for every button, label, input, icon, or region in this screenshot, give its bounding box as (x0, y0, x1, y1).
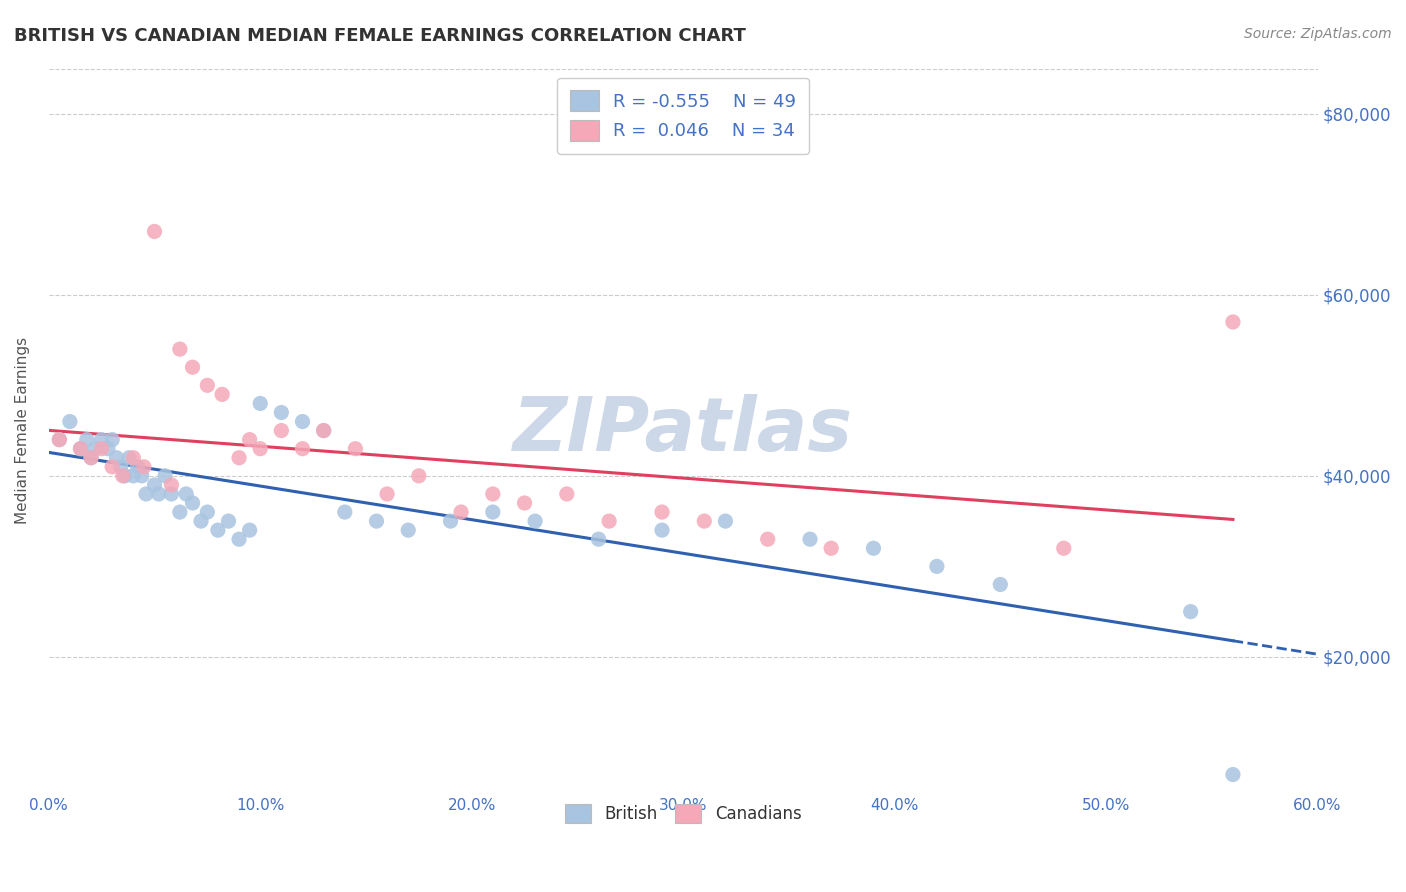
Point (1180, 605, 1202, 619)
Point (291, 415, 314, 429)
Point (118, 450, 141, 465)
Point (190, 514, 212, 528)
Point (693, 514, 716, 528)
Point (143, 224, 166, 238)
Point (249, 396, 271, 410)
Point (228, 532, 250, 546)
Point (211, 387, 233, 401)
Point (101, 433, 124, 447)
Point (135, 487, 157, 501)
Point (344, 442, 367, 456)
Point (122, 450, 145, 465)
Point (291, 442, 314, 456)
Point (80, 450, 103, 465)
Point (820, 541, 842, 556)
Point (651, 523, 673, 537)
Point (651, 505, 673, 519)
Point (756, 532, 779, 546)
Point (110, 459, 132, 474)
Point (153, 468, 176, 483)
Point (80, 450, 103, 465)
Point (69, 442, 91, 456)
Point (312, 424, 335, 438)
Point (270, 424, 292, 438)
Point (131, 468, 153, 483)
Point (169, 505, 191, 519)
Point (925, 559, 948, 574)
Point (450, 505, 472, 519)
Point (239, 433, 262, 447)
Point (555, 487, 578, 501)
Point (228, 450, 250, 465)
Point (195, 378, 218, 392)
Point (111, 468, 134, 483)
Point (127, 459, 149, 474)
Point (207, 523, 229, 537)
Legend: British, Canadians: British, Canadians (553, 792, 813, 835)
Y-axis label: Median Female Earnings: Median Female Earnings (15, 337, 30, 524)
Text: BRITISH VS CANADIAN MEDIAN FEMALE EARNINGS CORRELATION CHART: BRITISH VS CANADIAN MEDIAN FEMALE EARNIN… (14, 27, 747, 45)
Point (482, 487, 505, 501)
Point (143, 478, 166, 492)
Point (148, 487, 170, 501)
Point (101, 459, 124, 474)
Point (333, 505, 356, 519)
Text: ZIPatlas: ZIPatlas (513, 394, 853, 467)
Point (169, 342, 191, 356)
Point (1222, 767, 1244, 781)
Point (218, 514, 240, 528)
Point (598, 514, 620, 528)
Point (114, 468, 136, 483)
Point (408, 468, 430, 483)
Point (48, 433, 70, 447)
Point (588, 532, 610, 546)
Text: Source: ZipAtlas.com: Source: ZipAtlas.com (1244, 27, 1392, 41)
Point (714, 514, 737, 528)
Point (90, 442, 112, 456)
Point (1222, 315, 1244, 329)
Point (513, 496, 536, 510)
Point (375, 487, 398, 501)
Point (988, 577, 1011, 591)
Point (181, 360, 204, 375)
Point (249, 442, 271, 456)
Point (90, 433, 112, 447)
Point (59, 415, 82, 429)
Point (862, 541, 884, 556)
Point (122, 468, 145, 483)
Point (69, 442, 91, 456)
Point (160, 487, 183, 501)
Point (366, 514, 388, 528)
Point (396, 523, 419, 537)
Point (270, 405, 292, 419)
Point (76, 433, 98, 447)
Point (1053, 541, 1076, 556)
Point (97, 442, 120, 456)
Point (181, 496, 204, 510)
Point (482, 505, 505, 519)
Point (84, 442, 107, 456)
Point (160, 478, 183, 492)
Point (48, 433, 70, 447)
Point (799, 532, 821, 546)
Point (132, 459, 155, 474)
Point (524, 514, 547, 528)
Point (239, 523, 262, 537)
Point (105, 450, 128, 465)
Point (195, 505, 218, 519)
Point (174, 487, 197, 501)
Point (439, 514, 461, 528)
Point (312, 424, 335, 438)
